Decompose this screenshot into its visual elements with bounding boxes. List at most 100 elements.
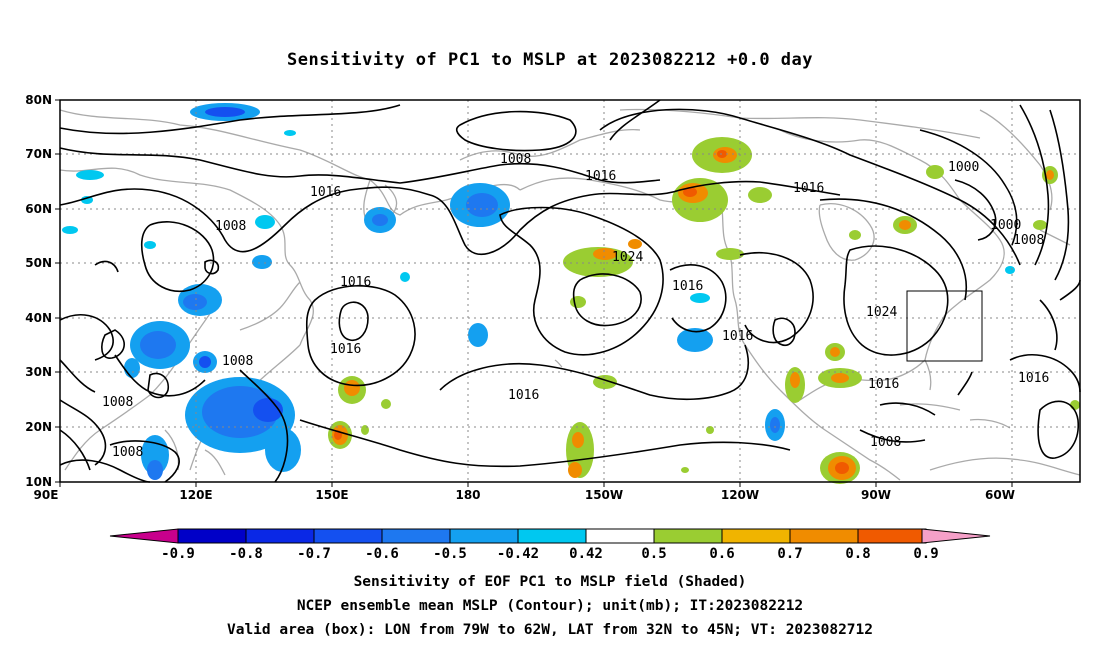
shade-neg-region <box>1005 266 1015 274</box>
shade-pos-region <box>344 380 360 396</box>
lon-label: 120E <box>179 488 212 502</box>
shade-neg-region <box>690 293 710 303</box>
contour-label: 1016 <box>508 388 539 403</box>
lon-label: 120W <box>721 488 759 502</box>
colorbar-swatch <box>721 528 791 544</box>
colorbar-swatch <box>381 528 451 544</box>
shade-neg-region <box>284 130 296 136</box>
lat-label: 60N <box>25 202 52 216</box>
shade-neg-region <box>124 358 140 378</box>
lon-axis: 90E 120E 150E 180 150W 120W 90W 60W <box>34 488 1015 502</box>
shade-neg-region <box>202 386 278 438</box>
contour-label: 1016 <box>722 329 753 344</box>
shade-neg-region <box>770 417 780 433</box>
shade-pos-region <box>831 373 849 383</box>
contour-label: 1016 <box>340 275 371 290</box>
contour-label: 1008 <box>222 354 253 369</box>
shade-pos-region <box>926 165 944 179</box>
colorbar-labels: -0.9 -0.8 -0.7 -0.6 -0.5 -0.42 0.42 0.5 0.6 0.7 0.… <box>161 546 939 562</box>
shade-pos-region <box>593 248 617 260</box>
shade-pos-region <box>572 432 584 448</box>
contour-label: 1008 <box>1013 233 1044 248</box>
colorbar-swatch <box>653 528 723 544</box>
lon-label: 90W <box>861 488 891 502</box>
colorbar-low-end <box>109 528 179 544</box>
colorbar-swatches <box>177 528 927 544</box>
shade-pos-region <box>899 220 911 230</box>
contour-labels: 1008 1016 1008 1016 1016 1008 1008 1008 … <box>102 152 1049 460</box>
colorbar-swatch <box>857 528 927 544</box>
colorbar-label: 0.42 <box>569 546 603 562</box>
shade-pos-region <box>716 248 744 260</box>
colorbar-swatch <box>449 528 519 544</box>
sensitivity-shading <box>62 103 1080 484</box>
shade-pos-region <box>1070 400 1080 410</box>
shade-neg-region <box>76 170 104 180</box>
contour-label: 1016 <box>868 377 899 392</box>
colorbar-label: -0.8 <box>229 546 263 562</box>
colorbar-label: -0.42 <box>497 546 539 562</box>
shade-neg-region <box>468 323 488 347</box>
colorbar-swatch <box>313 528 383 544</box>
lon-label: 180 <box>455 488 480 502</box>
contour-label: 1008 <box>500 152 531 167</box>
colorbar-swatch <box>585 528 655 544</box>
colorbar-label: 0.5 <box>641 546 666 562</box>
axis-ticks <box>55 99 1013 487</box>
shade-neg-region <box>144 241 156 249</box>
contour-label: 1000 <box>948 160 979 175</box>
lat-label: 70N <box>25 147 52 161</box>
graticule <box>60 100 1080 482</box>
shade-neg-region <box>140 331 176 359</box>
lon-label: 150E <box>315 488 348 502</box>
contour-label: 1008 <box>215 219 246 234</box>
map-frame <box>59 99 1081 483</box>
contour-label: 1008 <box>112 445 143 460</box>
shade-pos-region <box>790 372 800 388</box>
contour-label: 1016 <box>793 181 824 196</box>
shade-pos-region <box>628 239 642 249</box>
shade-neg-region <box>147 460 163 480</box>
shade-neg-region <box>252 255 272 269</box>
caption-line-1: Sensitivity of EOF PC1 to MSLP field (Sh… <box>353 574 747 590</box>
lat-label: 20N <box>25 420 52 434</box>
caption-line-3: Valid area (box): LON from 79W to 62W, L… <box>226 622 873 638</box>
shade-neg-region <box>677 328 713 352</box>
shade-pos-region <box>1046 170 1054 180</box>
lat-axis: 80N 70N 60N 50N 40N 30N 20N 10N <box>25 93 52 489</box>
colorbar-swatch <box>245 528 315 544</box>
contour-label: 1016 <box>1018 371 1049 386</box>
contour-label: 1008 <box>870 435 901 450</box>
contour-label: 1016 <box>585 169 616 184</box>
lat-label: 50N <box>25 256 52 270</box>
shade-neg-region <box>400 272 410 282</box>
shade-neg-region <box>255 215 275 229</box>
shade-pos-region <box>681 467 689 473</box>
colorbar-swatch <box>517 528 587 544</box>
shade-pos-region <box>748 187 772 203</box>
mslp-contours <box>59 99 1081 483</box>
colorbar-label: -0.5 <box>433 546 467 562</box>
colorbar-swatch <box>177 528 247 544</box>
shade-pos-region <box>683 187 697 197</box>
shade-neg-region <box>253 398 283 422</box>
shade-pos-region <box>570 296 586 308</box>
colorbar-label: 0.8 <box>845 546 870 562</box>
shade-pos-region <box>835 462 849 474</box>
shade-pos-region <box>381 399 391 409</box>
caption-line-2: NCEP ensemble mean MSLP (Contour); unit(… <box>296 598 804 614</box>
valid-area-box <box>906 290 983 362</box>
colorbar-label: -0.7 <box>297 546 331 562</box>
contour-label: 1016 <box>310 185 341 200</box>
map-title: Sensitivity of PC1 to MSLP at 2023082212… <box>286 50 813 70</box>
colorbar-label: -0.9 <box>161 546 195 562</box>
colorbar-swatch <box>789 528 859 544</box>
contour-label: 1016 <box>330 342 361 357</box>
colorbar-label: 0.9 <box>913 546 938 562</box>
contour-label: 1024 <box>612 250 643 265</box>
shade-pos-region <box>568 462 582 478</box>
shade-neg-region <box>199 356 211 368</box>
shade-pos-region <box>1033 220 1047 230</box>
shade-neg-region <box>372 214 388 226</box>
